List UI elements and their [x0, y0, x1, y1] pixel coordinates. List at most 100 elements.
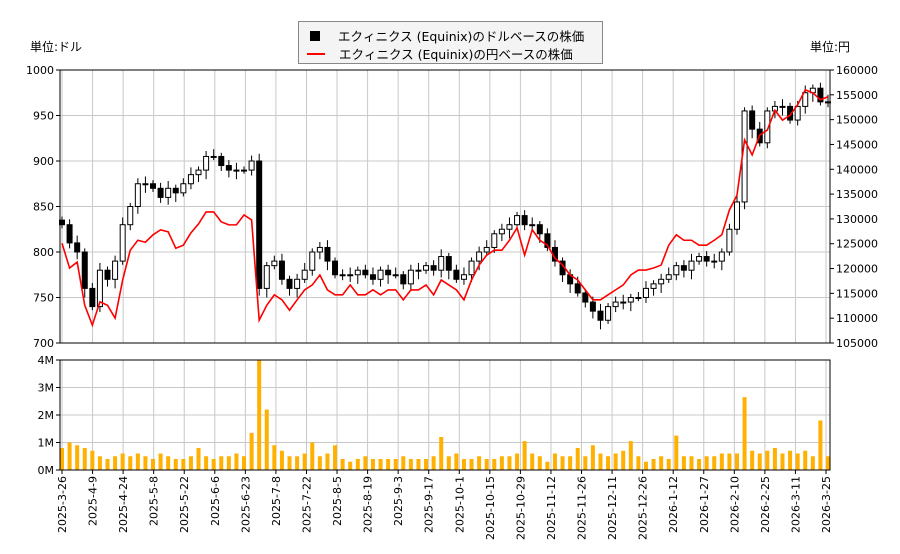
x-tick-label: 2025-6-6	[209, 476, 222, 526]
volume-bar	[249, 432, 254, 470]
volume-bar	[408, 459, 413, 470]
x-tick-label: 2025-10-15	[484, 476, 497, 540]
candle-body	[225, 165, 232, 171]
x-tick-label: 2025-7-8	[270, 476, 283, 526]
volume-bar	[499, 456, 504, 470]
y-left-tick-label: 850	[33, 201, 54, 214]
candle-body	[392, 274, 399, 277]
volume-bar	[537, 456, 542, 470]
volume-bar	[719, 453, 724, 470]
x-tick-label: 2025-11-26	[576, 476, 589, 540]
volume-bar	[689, 456, 694, 470]
x-tick-label: 2025-5-22	[178, 476, 191, 533]
candle-body	[278, 260, 285, 280]
volume-bar	[575, 448, 580, 470]
legend-item-jpy: エクィニクス (Equinix)の円ベースの株価	[307, 44, 573, 63]
y-left-tick-label: 700	[33, 337, 54, 350]
candle-body	[286, 278, 293, 289]
candle-body	[612, 301, 619, 308]
candle-body	[696, 256, 703, 262]
x-tick-label: 2025-9-3	[392, 476, 405, 526]
x-tick-label: 2025-8-5	[331, 476, 344, 526]
candle-body	[430, 265, 437, 271]
volume-tick-label: 0M	[38, 464, 55, 477]
candle-body	[256, 160, 263, 289]
legend-label-usd: エクィニクス (Equinix)のドルベースの株価	[338, 29, 585, 44]
volume-bar	[188, 456, 193, 470]
volume-bar	[810, 456, 815, 470]
volume-bar	[295, 456, 300, 470]
candle-body	[749, 110, 756, 130]
candle-body	[483, 246, 490, 253]
volume-bar	[302, 453, 307, 470]
candle-body	[794, 105, 801, 121]
volume-bar	[264, 409, 269, 470]
volume-bar	[272, 445, 277, 470]
candle-body	[150, 183, 157, 189]
candle-body	[498, 228, 505, 235]
volume-bar	[598, 453, 603, 470]
left-unit-label: 単位:ドル	[30, 40, 83, 54]
price-plot-frame	[59, 69, 831, 344]
candle-body	[172, 187, 179, 194]
volume-tick-label: 4M	[38, 354, 55, 367]
volume-bar	[211, 459, 216, 470]
candle-body	[377, 269, 384, 280]
volume-bar	[530, 453, 535, 470]
candle-body	[195, 169, 202, 176]
y-right-tick-label: 155000	[836, 89, 878, 102]
volume-bar	[158, 453, 163, 470]
candle-body	[627, 297, 634, 303]
candle-body	[476, 251, 483, 262]
x-tick-label: 2026-2-10	[728, 476, 741, 533]
x-tick-label: 2026-2-25	[759, 476, 772, 533]
candle-body	[574, 283, 581, 294]
volume-bar	[818, 420, 823, 470]
volume-bar	[279, 450, 284, 470]
x-tick-label: 2025-4-9	[87, 476, 100, 526]
volume-bar	[681, 456, 686, 470]
candle-body	[119, 224, 126, 262]
legend-item-usd: エクィニクス (Equinix)のドルベースの株価	[307, 26, 584, 45]
candle-body	[605, 306, 612, 321]
volume-bar	[363, 456, 368, 470]
volume-bar	[461, 459, 466, 470]
volume-bar	[333, 445, 338, 470]
volume-bar	[507, 456, 512, 470]
x-tick-label: 2025-4-24	[117, 476, 130, 533]
volume-bar	[674, 435, 679, 470]
volume-bar	[613, 453, 618, 470]
candle-body	[407, 269, 414, 285]
candle-body	[415, 269, 422, 272]
volume-bar	[325, 453, 330, 470]
candle-body	[438, 256, 445, 271]
x-tick-label: 2026-3-11	[789, 476, 802, 533]
candle-body	[157, 187, 164, 198]
volume-bar	[113, 456, 118, 470]
y-right-tick-label: 110000	[836, 312, 878, 325]
volume-bar	[120, 453, 125, 470]
candle-body	[582, 292, 589, 303]
candle-body	[468, 260, 475, 276]
candle-body	[203, 155, 210, 171]
legend: エクィニクス (Equinix)のドルベースの株価 エクィニクス (Equini…	[298, 21, 603, 64]
volume-bar	[750, 450, 755, 470]
y-left-tick-label: 950	[33, 110, 54, 123]
candle-body	[650, 283, 657, 289]
volume-tick-label: 3M	[38, 382, 55, 395]
volume-bar	[704, 456, 709, 470]
candle-body	[673, 265, 680, 276]
candle-body	[354, 269, 361, 276]
candle-body	[817, 87, 824, 103]
volume-bar	[348, 461, 353, 470]
volume-bar	[697, 459, 702, 470]
volume-bar	[355, 459, 360, 470]
volume-bar	[522, 441, 527, 470]
volume-bar	[469, 459, 474, 470]
x-tick-label: 2025-9-17	[423, 476, 436, 533]
x-tick-label: 2026-3-25	[820, 476, 833, 533]
candle-body	[210, 155, 217, 158]
candle-body	[263, 265, 270, 289]
volume-bar	[545, 461, 550, 470]
candle-body	[589, 301, 596, 312]
